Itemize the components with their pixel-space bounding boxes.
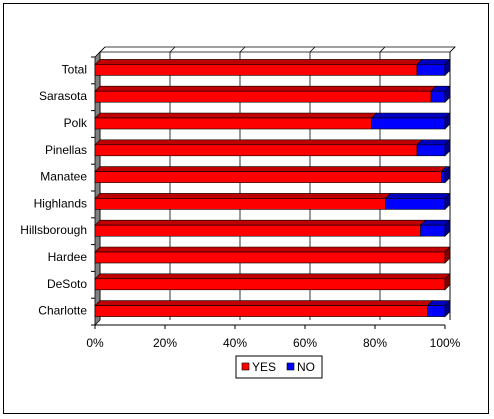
category-label-highlands: Highlands — [34, 196, 87, 210]
bar-no-polk-top — [370, 112, 451, 119]
bar-no-hillsborough-side — [444, 219, 451, 237]
x-tick-label: 20% — [153, 336, 177, 350]
category-labels: Total Sarasota Polk Pinellas Manatee Highland… — [20, 62, 88, 317]
category-label-pinellas: Pinellas — [45, 143, 87, 157]
bar-no-sarasota — [430, 90, 446, 103]
category-label-hillsborough: Hillsborough — [20, 223, 87, 237]
bar-yes-sarasota-top — [94, 85, 437, 92]
category-label-sarasota: Sarasota — [39, 89, 87, 103]
category-label-polk: Polk — [64, 116, 88, 130]
category-label-manatee: Manatee — [40, 170, 87, 184]
bar-yes-desoto-side — [444, 273, 451, 291]
legend: YES NO — [235, 355, 323, 379]
bar-no-hillsborough — [420, 224, 446, 237]
bar-yes-hardee-top — [94, 246, 451, 253]
legend-swatch-yes — [241, 362, 250, 371]
bar-yes-total — [94, 64, 418, 76]
x-tick-label: 100% — [430, 336, 461, 350]
bar-yes-highlands — [94, 198, 386, 210]
gridline-depth — [239, 46, 246, 53]
bar-yes-total-top — [94, 59, 423, 65]
bar-no-total-side — [444, 58, 451, 77]
bar-yes-hardee — [94, 251, 446, 264]
bar-no-manatee — [441, 171, 446, 183]
category-label-charlotte: Charlotte — [38, 304, 87, 318]
bar-yes-desoto-top — [94, 273, 451, 280]
category-label-hardee: Hardee — [48, 250, 88, 264]
bar-no-polk — [371, 117, 446, 130]
bar-no-pinellas-top — [416, 139, 451, 146]
bar-yes-charlotte — [94, 305, 428, 317]
bar-yes-sarasota — [94, 90, 432, 103]
bar-yes-highlands-top — [94, 193, 392, 199]
bar-no-pinellas-side — [444, 139, 451, 157]
gridline-depth — [309, 46, 316, 53]
legend-swatch-no — [286, 362, 295, 371]
bar-yes-charlotte-top — [94, 300, 434, 306]
bar-no-highlands — [385, 198, 446, 210]
bar-yes-manatee — [94, 171, 442, 183]
bar-yes-hardee-side — [444, 246, 451, 264]
bar-yes-pinellas-top — [94, 139, 423, 146]
bar-no-charlotte — [427, 305, 446, 317]
legend-label-no: NO — [297, 360, 315, 374]
gridline-depth — [379, 46, 386, 53]
x-tick-label: 40% — [223, 336, 247, 350]
bar-yes-polk — [94, 117, 372, 130]
category-label-total: Total — [62, 62, 87, 76]
x-tick-label: 80% — [363, 336, 387, 350]
bar-no-charlotte-side — [444, 299, 451, 318]
bar-no-total — [416, 64, 446, 76]
bar-yes-hillsborough-top — [94, 219, 427, 226]
bar-no-pinellas — [416, 144, 446, 157]
bar-no-manatee-side — [444, 165, 451, 184]
bar-yes-polk-top — [94, 112, 378, 119]
bar-yes-pinellas — [94, 144, 418, 157]
bar-yes-desoto — [94, 278, 446, 291]
gridline-depth — [169, 46, 176, 53]
bars — [94, 58, 451, 318]
bar-no-polk-side — [444, 112, 451, 130]
legend-label-yes: YES — [252, 360, 276, 374]
category-label-desoto: DeSoto — [47, 277, 87, 291]
plot-top-edge — [99, 46, 456, 53]
bar-no-highlands-side — [444, 192, 451, 211]
x-tick-label: 60% — [293, 336, 317, 350]
x-tick-label: 0% — [86, 336, 104, 350]
x-tick-labels: 0% 20% 40% 60% 80% 100% — [86, 336, 460, 350]
bar-no-sarasota-side — [444, 85, 451, 103]
bar-yes-hillsborough — [94, 224, 421, 237]
bar-no-highlands-top — [384, 193, 451, 199]
legend-box — [235, 355, 323, 379]
bar-yes-manatee-top — [94, 166, 448, 172]
bar-no-total-top — [416, 59, 451, 65]
